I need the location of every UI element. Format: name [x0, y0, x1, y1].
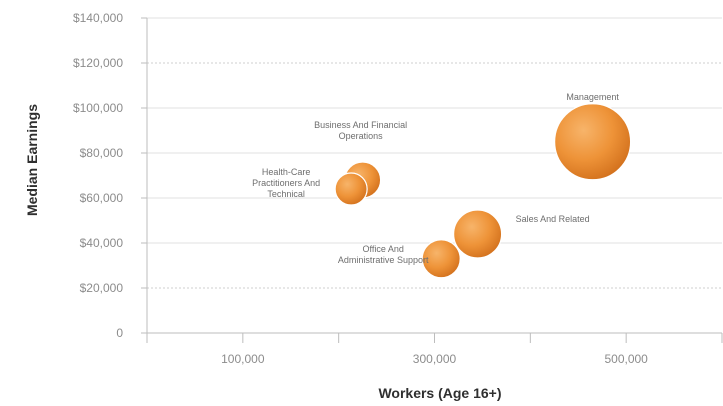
bubble-label: Sales And Related: [516, 214, 590, 224]
bubble-label: Management: [566, 92, 619, 102]
bubble: [453, 209, 503, 259]
bubble: [421, 239, 461, 279]
bubble-label: Health-Care Practitioners And Technical: [252, 167, 320, 199]
bubble-label-line: Operations: [339, 131, 384, 141]
bubbles: [334, 103, 632, 279]
x-tick-label: 500,000: [604, 352, 648, 366]
y-tick-label: $60,000: [80, 191, 124, 205]
y-tick-label: $140,000: [73, 11, 123, 25]
bubble-label-line: Office And: [363, 244, 404, 254]
bubble-label-line: Health-Care: [262, 167, 311, 177]
bubble-label: Business And Financial Operations: [314, 120, 407, 141]
grid-lines: [147, 17, 722, 289]
y-tick-label: $20,000: [80, 281, 124, 295]
bubble-label-line: Sales And Related: [516, 214, 590, 224]
y-tick-label: $40,000: [80, 236, 124, 250]
bubble-label-line: Management: [566, 92, 619, 102]
y-tick-label: $80,000: [80, 146, 124, 160]
y-axis-tick-labels: 0 $20,000 $40,000 $60,000 $80,000 $100,000 $12…: [73, 11, 123, 340]
bubble-label-line: Practitioners And: [252, 178, 320, 188]
y-tick-label: 0: [116, 326, 123, 340]
bubble-label: Office And Administrative Support: [338, 244, 429, 265]
bubble-labels: Management Business And Financial Operatio…: [252, 92, 619, 265]
y-tick-label: $100,000: [73, 101, 123, 115]
bubble: [334, 172, 368, 206]
bubble-label-line: Business And Financial: [314, 120, 407, 130]
y-axis-title: Median Earnings: [24, 104, 40, 216]
x-axis-tick-labels: 100,000 300,000 500,000: [221, 352, 648, 366]
y-tick-label: $120,000: [73, 56, 123, 70]
bubble-label-line: Administrative Support: [338, 255, 429, 265]
axes: [141, 17, 723, 343]
bubble: [554, 103, 632, 181]
x-tick-label: 300,000: [413, 352, 457, 366]
x-tick-label: 100,000: [221, 352, 265, 366]
x-axis-title: Workers (Age 16+): [378, 385, 501, 401]
bubble-label-line: Technical: [267, 189, 305, 199]
